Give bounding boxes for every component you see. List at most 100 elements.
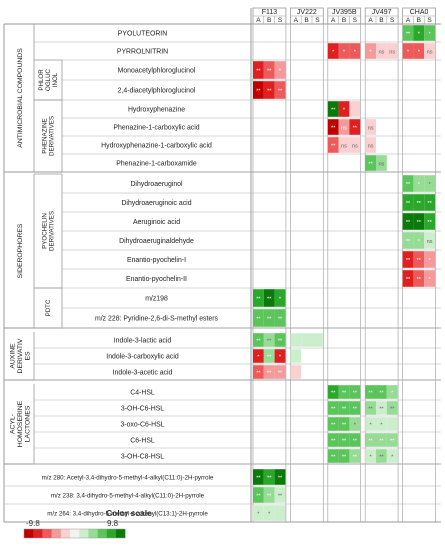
heatmap-cell xyxy=(263,81,275,99)
subcolumn-label: B xyxy=(267,17,271,24)
heatmap-cell xyxy=(274,349,286,363)
group-label: ACYL- xyxy=(10,414,17,434)
significance-mark: ** xyxy=(331,390,336,396)
significance-mark: * xyxy=(370,454,373,460)
heatmap-cell xyxy=(402,175,414,192)
significance-mark: ** xyxy=(267,354,272,360)
significance-mark: ** xyxy=(267,475,272,481)
row-label: Phenazine-1-carboxylic acid xyxy=(113,125,199,132)
heatmap-cell xyxy=(376,449,387,463)
significance-mark: ns xyxy=(352,143,358,149)
heatmap-cell xyxy=(338,433,350,447)
significance-mark: ** xyxy=(379,406,384,412)
significance-mark: ** xyxy=(256,316,261,322)
heatmap-cell xyxy=(274,469,286,485)
group-label: HOMOSERINE xyxy=(17,400,24,447)
significance-mark: ** xyxy=(427,220,432,226)
significance-mark: ** xyxy=(406,258,411,264)
significance-mark: * xyxy=(418,31,421,37)
significance-mark: ** xyxy=(278,88,283,94)
significance-mark: * xyxy=(407,49,410,55)
heatmap-cell xyxy=(338,101,350,117)
strain-label: F113 xyxy=(262,9,278,16)
significance-mark: ** xyxy=(267,68,272,74)
row-label: Enantio-pyochelin-II xyxy=(126,276,187,283)
heatmap-cell xyxy=(386,401,398,415)
significance-mark: * xyxy=(429,277,432,283)
subgroup-label: DERIVATIVES xyxy=(49,211,56,251)
subgroup-label: PDTC xyxy=(45,299,52,316)
significance-mark: ** xyxy=(256,338,261,344)
subgroup-label: PHLOR xyxy=(38,69,45,91)
heatmap-cell xyxy=(376,433,387,447)
heatmap-cell xyxy=(274,61,286,79)
heatmap-cell xyxy=(402,251,414,268)
significance-mark: ** xyxy=(267,338,272,344)
significance-mark: * xyxy=(380,422,383,428)
strain-label: JV395B xyxy=(332,9,357,16)
subgroup-label: OGLUC xyxy=(45,68,52,91)
subcolumn-label: S xyxy=(390,17,395,24)
heatmap-cell xyxy=(376,417,387,431)
significance-mark: ** xyxy=(256,370,261,376)
significance-mark: * xyxy=(257,354,260,360)
significance-mark: ** xyxy=(353,390,358,396)
significance-mark: ** xyxy=(353,438,358,444)
significance-mark: ** xyxy=(406,201,411,207)
heatmap-cell xyxy=(327,417,339,431)
significance-mark: ** xyxy=(379,438,384,444)
significance-mark: * xyxy=(370,422,373,428)
significance-mark: * xyxy=(279,296,282,302)
color-scale-swatch xyxy=(79,529,89,538)
heatmap-cell xyxy=(349,449,361,463)
significance-mark: * xyxy=(332,49,335,55)
color-scale-swatch xyxy=(60,529,71,538)
significance-mark: ** xyxy=(267,316,272,322)
heatmap-cell xyxy=(349,433,361,447)
color-scale-max-label: 9.8 xyxy=(107,519,119,528)
color-scale-min-label: -9.8 xyxy=(26,519,40,528)
significance-mark: ** xyxy=(256,493,261,499)
significance-mark: ** xyxy=(417,258,422,264)
heatmap-cell xyxy=(365,417,376,431)
heatmap-cell xyxy=(424,232,435,249)
heatmap-cell xyxy=(413,232,425,249)
significance-mark: ** xyxy=(353,454,358,460)
row-labels: ANTIMICROBIAL COMPOUNDS SIDEROPHORES AUXIN… xyxy=(10,31,219,518)
group-label: LACTONES xyxy=(25,405,32,442)
significance-mark: * xyxy=(343,49,346,55)
significance-mark: * xyxy=(429,182,432,188)
significance-mark: ** xyxy=(406,31,411,37)
heatmap-cell xyxy=(253,349,264,363)
significance-mark: ** xyxy=(331,422,336,428)
subgroup-label: PYOCHELIN xyxy=(41,213,48,249)
row-label: C4-HSL xyxy=(130,390,155,397)
subcolumn-label: B xyxy=(379,17,383,24)
heatmap-cell xyxy=(253,81,264,99)
heatmap-cell xyxy=(376,155,387,171)
significance-mark: ** xyxy=(390,406,395,412)
row-label: Aeruginoic acid xyxy=(133,219,180,226)
heatmap-cell xyxy=(386,433,398,447)
significance-mark: ** xyxy=(406,182,411,188)
subcolumn-label: B xyxy=(342,17,346,24)
heatmap-cells: ** * ** * * * ns ns * * ns** ** *** ** **** *** ns ** ns**… xyxy=(253,25,435,521)
heatmap-cell xyxy=(327,137,339,153)
significance-mark: ** xyxy=(353,406,358,412)
heatmap-cell xyxy=(312,333,323,347)
color-scale-swatch xyxy=(88,529,98,538)
significance-mark: * xyxy=(370,49,373,55)
significance-mark: * xyxy=(268,511,271,517)
row-label: 2,4-diacetylphloroglucinol xyxy=(118,88,196,95)
heatmap-cell xyxy=(402,43,414,59)
significance-mark: ** xyxy=(256,475,261,481)
subcolumn-label: S xyxy=(278,17,283,24)
color-scale-swatch xyxy=(42,529,52,538)
color-scale-title: Color scale xyxy=(106,508,152,518)
group-label: ANTIMICROBIAL COMPOUNDS xyxy=(17,48,24,148)
heatmap-cell xyxy=(253,333,264,347)
significance-mark: ** xyxy=(278,493,283,499)
significance-mark: ** xyxy=(342,422,347,428)
heatmap-cell xyxy=(327,119,339,135)
heatmap-cell xyxy=(263,61,275,79)
